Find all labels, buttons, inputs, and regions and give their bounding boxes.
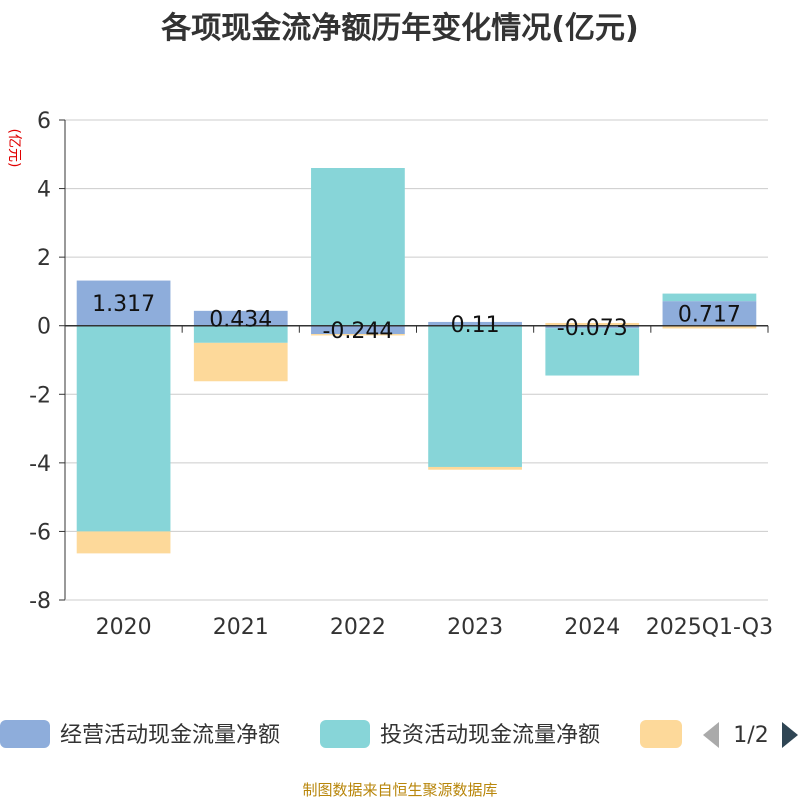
chart-title: 各项现金流净额历年变化情况(亿元) <box>160 11 638 46</box>
legend-label-0[interactable]: 经营活动现金流量净额 <box>60 723 280 748</box>
bar-series-2-2020[interactable] <box>76 531 171 554</box>
bar-series-1-2022[interactable] <box>311 168 405 326</box>
bar-series-2-2023[interactable] <box>428 466 522 470</box>
y-tick-label: -8 <box>29 589 51 614</box>
bar-series-2-2025Q1-Q3[interactable] <box>662 325 757 329</box>
bar-series-1-2021[interactable] <box>193 325 288 343</box>
bar-series-1-2024[interactable] <box>545 328 640 376</box>
legend-prev-icon[interactable] <box>703 722 719 748</box>
bar-series-0-2021[interactable] <box>193 310 288 326</box>
legend-page-indicator: 1/2 <box>733 723 768 748</box>
x-tick-label: 2020 <box>96 615 152 640</box>
bar-series-0-2025Q1-Q3[interactable] <box>662 301 757 326</box>
bar-series-2-2022[interactable] <box>311 334 405 336</box>
bars <box>76 168 757 554</box>
y-tick-label: 0 <box>37 315 51 340</box>
y-tick-label: -2 <box>29 383 51 408</box>
legend-swatch-0[interactable] <box>0 720 50 748</box>
legend-swatch-1[interactable] <box>320 720 370 748</box>
source-note: 制图数据来自恒生聚源数据库 <box>302 781 497 799</box>
legend-label-1[interactable]: 投资活动现金流量净额 <box>380 723 600 748</box>
data-label-2024: -0.073 <box>557 316 628 341</box>
y-tick-label: -6 <box>29 520 51 545</box>
data-label-2023: 0.11 <box>451 313 500 338</box>
data-labels: 1.317 0.434 -0.244 0.11 -0.073 0.717 <box>92 292 741 344</box>
y-tick-label: -4 <box>29 452 51 477</box>
legend: 经营活动现金流量净额 投资活动现金流量净额 1/2 <box>0 720 798 748</box>
bar-series-0-2020[interactable] <box>76 280 171 326</box>
bar-series-0-2024[interactable] <box>545 325 640 329</box>
bar-series-1-2025Q1-Q3[interactable] <box>662 293 757 302</box>
bar-series-0-2023[interactable] <box>428 321 522 326</box>
y-tick-label: 4 <box>37 178 51 203</box>
x-tick-label: 2022 <box>330 615 386 640</box>
x-tick-label: 2024 <box>564 615 620 640</box>
data-label-2022: -0.244 <box>322 319 393 344</box>
x-tick-label: 2021 <box>213 615 269 640</box>
legend-swatch-2[interactable] <box>640 720 682 748</box>
legend-next-icon[interactable] <box>782 722 798 748</box>
bar-series-2-2024[interactable] <box>545 322 640 326</box>
bar-series-1-2020[interactable] <box>76 325 171 532</box>
x-tick-label: 2023 <box>447 615 503 640</box>
y-axis-label: (亿元) <box>6 129 22 168</box>
data-label-2025Q1-Q3: 0.717 <box>678 302 741 327</box>
axes: 6 4 2 0 -2 -4 -6 -8 2020 2021 2022 2023 2024 2025Q1-Q… <box>29 109 773 640</box>
y-tick-label: 6 <box>37 109 51 134</box>
x-tick-label: 2025Q1-Q3 <box>646 615 773 640</box>
bar-series-1-2023[interactable] <box>428 325 522 467</box>
y-tick-label: 2 <box>37 246 51 271</box>
bar-series-0-2022[interactable] <box>311 325 405 335</box>
data-label-2020: 1.317 <box>92 292 155 317</box>
bar-series-2-2021[interactable] <box>193 342 288 382</box>
data-label-2021: 0.434 <box>209 307 272 332</box>
